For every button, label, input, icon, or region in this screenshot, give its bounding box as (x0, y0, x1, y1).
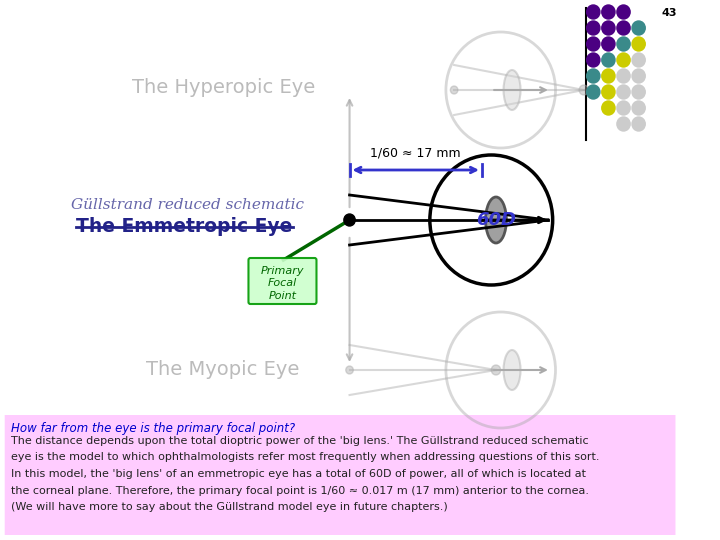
Text: Primary
Focal
Point: Primary Focal Point (261, 266, 305, 301)
Ellipse shape (485, 197, 506, 243)
Circle shape (632, 37, 645, 51)
Circle shape (632, 85, 645, 99)
Text: The Hyperopic Eye: The Hyperopic Eye (132, 78, 315, 97)
Circle shape (602, 21, 615, 35)
Text: The Emmetropic Eye: The Emmetropic Eye (76, 217, 292, 236)
Text: 1/60 ≈ 17 mm: 1/60 ≈ 17 mm (370, 147, 461, 160)
Circle shape (587, 5, 600, 19)
Circle shape (617, 53, 630, 67)
Text: 60D: 60D (476, 211, 516, 229)
Circle shape (632, 53, 645, 67)
Circle shape (602, 69, 615, 83)
Circle shape (617, 37, 630, 51)
Circle shape (602, 5, 615, 19)
Circle shape (587, 85, 600, 99)
Circle shape (587, 37, 600, 51)
Ellipse shape (503, 350, 521, 390)
Circle shape (579, 85, 588, 95)
Circle shape (587, 69, 600, 83)
Text: The Myopic Eye: The Myopic Eye (146, 360, 300, 379)
Ellipse shape (503, 70, 521, 110)
Circle shape (632, 69, 645, 83)
Circle shape (602, 37, 615, 51)
Circle shape (617, 5, 630, 19)
Text: eye is the model to which ophthalmologists refer most frequently when addressing: eye is the model to which ophthalmologis… (12, 453, 600, 462)
FancyBboxPatch shape (5, 415, 675, 535)
Text: The distance depends upon the total dioptric power of the 'big lens.' The Güllst: The distance depends upon the total diop… (12, 436, 589, 446)
Circle shape (602, 101, 615, 115)
Text: the corneal plane. Therefore, the primary focal point is 1/60 ≈ 0.017 m (17 mm) : the corneal plane. Therefore, the primar… (12, 485, 590, 496)
Circle shape (617, 117, 630, 131)
Circle shape (617, 101, 630, 115)
Text: 43: 43 (661, 8, 677, 18)
Circle shape (602, 53, 615, 67)
Circle shape (617, 85, 630, 99)
Circle shape (632, 101, 645, 115)
Circle shape (491, 365, 500, 375)
Circle shape (587, 53, 600, 67)
FancyBboxPatch shape (248, 258, 317, 304)
Text: How far from the eye is the primary focal point?: How far from the eye is the primary foca… (12, 422, 295, 435)
Circle shape (602, 85, 615, 99)
Circle shape (346, 366, 354, 374)
Text: In this model, the 'big lens' of an emmetropic eye has a total of 60D of power, : In this model, the 'big lens' of an emme… (12, 469, 586, 479)
Circle shape (450, 86, 458, 94)
Circle shape (344, 214, 355, 226)
Text: (We will have more to say about the Güllstrand model eye in future chapters.): (We will have more to say about the Güll… (12, 502, 448, 512)
Circle shape (617, 21, 630, 35)
Circle shape (617, 69, 630, 83)
Circle shape (632, 21, 645, 35)
Circle shape (587, 21, 600, 35)
Text: Güllstrand reduced schematic: Güllstrand reduced schematic (71, 198, 304, 212)
Circle shape (632, 117, 645, 131)
